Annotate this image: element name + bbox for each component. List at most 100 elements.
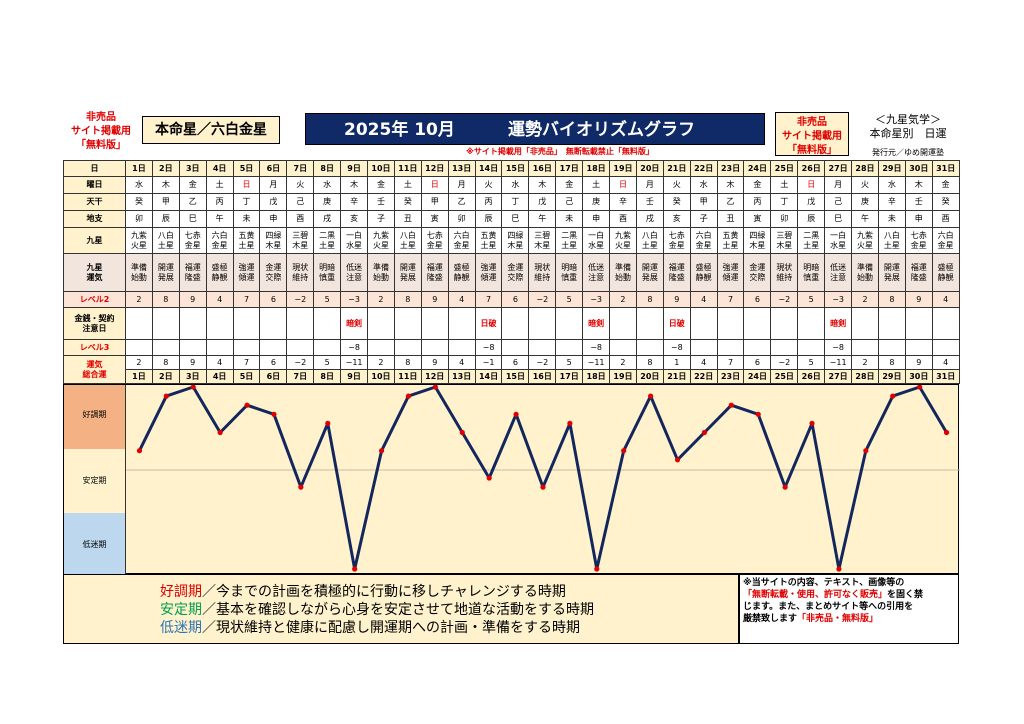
cell: 庚 [313, 193, 342, 211]
cell: 明暗 慎重 [555, 253, 584, 292]
row-day: 日 1日 2日 3日 4日 5日 6日 7日 8日 9日 10日 11日 12日 13日 14日 15日 16日… [63, 160, 960, 177]
cell: 辛 [340, 193, 369, 211]
cell: 9日 [340, 160, 369, 177]
cell [125, 339, 153, 356]
cell: 30日 [904, 160, 933, 177]
cell: 丑 [716, 210, 745, 228]
cell [393, 307, 422, 340]
point-18日 [594, 566, 600, 572]
cell: 午 [528, 210, 557, 228]
cell [313, 339, 342, 356]
cell: 23日 [716, 369, 745, 384]
cell: 8日 [313, 160, 342, 177]
cell: 6 [259, 355, 288, 370]
cell: 二黒 土星 [797, 227, 826, 254]
cell: 金 [178, 176, 207, 194]
cell [904, 307, 933, 340]
cell [877, 307, 906, 340]
cell: −3 [582, 291, 611, 308]
cell: 壬 [367, 193, 395, 211]
cell: 水 [313, 176, 342, 194]
cell: 金運 交際 [259, 253, 288, 292]
cell: 4 [689, 291, 718, 308]
cell: 午 [851, 210, 879, 228]
cell: 己 [286, 193, 315, 211]
cell: 二黒 土星 [313, 227, 342, 254]
cell: 乙 [178, 193, 207, 211]
cell [904, 339, 933, 356]
cell: 9日 [340, 369, 369, 384]
cell: 申 [259, 210, 288, 228]
cell: 1 [662, 355, 691, 370]
point-6日 [271, 411, 277, 417]
cell: 水 [125, 176, 153, 194]
point-10日 [378, 448, 385, 454]
cell: 17日 [555, 369, 584, 384]
cell: 9 [420, 355, 449, 370]
cell: 4 [205, 291, 234, 308]
cell: 壬 [635, 193, 664, 211]
biorhythm-line-chart [126, 385, 960, 572]
cell: 2 [125, 355, 153, 370]
cell [609, 307, 637, 340]
cell: 18日 [582, 369, 611, 384]
cell: 寅 [420, 210, 449, 228]
cell: 甲 [689, 193, 718, 211]
cell: 7日 [286, 369, 315, 384]
point-12日 [432, 385, 438, 390]
cell: 26日 [797, 369, 826, 384]
cell [770, 339, 799, 356]
cell: 暗剣 [340, 307, 369, 340]
legend-good: 好調期／今までの計画を積極的に行動に移しチャレンジする時期 [160, 584, 566, 600]
point-29日 [890, 393, 896, 399]
cell: 酉 [609, 210, 637, 228]
cell: 月 [635, 176, 664, 194]
cell: 26日 [797, 160, 826, 177]
cell [797, 339, 826, 356]
row-kinsen: 金銭・契約 注意日 暗剣 日破 暗剣 日破 暗剣 [63, 307, 960, 340]
cell: 強運 傾運 [232, 253, 261, 292]
cell: 日破 [662, 307, 691, 340]
point-4日 [217, 429, 223, 436]
point-16日 [540, 484, 546, 490]
cell: 4 [447, 291, 476, 308]
cell: 2日 [151, 369, 180, 384]
cell [635, 339, 664, 356]
row-lv3: レベル3 −8 −8 −8 −8 −8 [63, 339, 960, 356]
cell: 八白 土星 [393, 227, 422, 254]
cell: 盛極 静観 [205, 253, 234, 292]
cell: 福運 隆盛 [662, 253, 691, 292]
cell [125, 307, 153, 340]
cell: 7日 [286, 160, 315, 177]
cell: 六白 金星 [689, 227, 718, 254]
legend-stable: 安定期／基本を確認しながら心身を安定させて地道な活動をする時期 [160, 602, 594, 618]
cell: 明暗 慎重 [797, 253, 826, 292]
cell: 三碧 木星 [286, 227, 315, 254]
cell: 辛 [877, 193, 906, 211]
cell: 2 [609, 355, 637, 370]
cell: −2 [528, 291, 557, 308]
cell: 強運 傾運 [716, 253, 745, 292]
cell: 辰 [797, 210, 826, 228]
cell: 月 [824, 176, 853, 194]
cell: 庚 [582, 193, 611, 211]
cell: 酉 [931, 210, 960, 228]
cell [447, 339, 476, 356]
cell: 癸 [393, 193, 422, 211]
cell [555, 339, 584, 356]
cell [501, 339, 530, 356]
cell: 土 [582, 176, 611, 194]
title-bar: 2025年 10月 運勢バイオリズムグラフ [305, 113, 765, 145]
cell: 9 [178, 291, 207, 308]
cell: 20日 [635, 160, 664, 177]
cell: 10日 [367, 160, 395, 177]
cell: 7 [232, 291, 261, 308]
cell [286, 339, 315, 356]
cell: 7 [716, 355, 745, 370]
cell: −11 [340, 355, 369, 370]
cell: 卯 [447, 210, 476, 228]
cell: 八白 土星 [877, 227, 906, 254]
cell: 31日 [931, 369, 960, 384]
cell: 庚 [851, 193, 879, 211]
cell [851, 307, 879, 340]
